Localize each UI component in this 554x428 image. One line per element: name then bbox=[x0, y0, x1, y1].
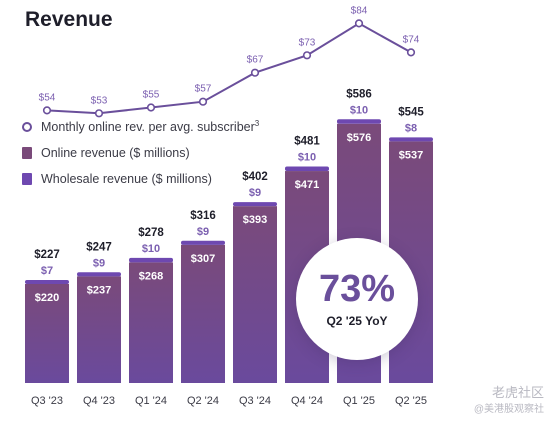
watermark-title: 老虎社区 bbox=[491, 385, 544, 400]
labels-layer: $220 $7 $227 $237 $9 $247 $268 $10 $278 $307 $9 $31… bbox=[34, 88, 424, 304]
online-value-label: $307 bbox=[191, 253, 215, 265]
wholesale-value-label: $10 bbox=[298, 152, 316, 164]
legend-label-subscriber: Monthly online rev. per avg. subscriber3 bbox=[41, 119, 260, 135]
online-value-label: $576 bbox=[347, 132, 371, 144]
subscriber-point bbox=[42, 106, 52, 115]
online-value-label: $268 bbox=[139, 270, 163, 282]
wholesale-value-label: $9 bbox=[249, 187, 261, 199]
wholesale-bar bbox=[181, 240, 225, 245]
x-tick-label: Q3 '23 bbox=[31, 395, 63, 407]
yoy-growth-value: 73% bbox=[318, 268, 396, 310]
x-axis-layer: Q3 '23 Q4 '23 Q1 '24 Q2 '24 Q3 '24 Q4 '24 Q1 '… bbox=[31, 395, 427, 407]
wholesale-bar bbox=[25, 280, 69, 284]
total-value-label: $227 bbox=[34, 249, 60, 261]
subscriber-point bbox=[198, 97, 208, 106]
wholesale-bar bbox=[233, 202, 277, 207]
subscriber-line-layer: $54 $53 $55 $57 $67 $73 $84 $74 bbox=[39, 5, 420, 118]
legend-label-wholesale: Wholesale revenue ($ millions) bbox=[41, 172, 212, 186]
subscriber-value-label: $54 bbox=[39, 92, 56, 103]
total-value-label: $316 bbox=[190, 210, 216, 222]
legend-item-wholesale: Wholesale revenue ($ millions) bbox=[22, 166, 259, 192]
online-value-label: $471 bbox=[295, 179, 319, 191]
online-value-label: $237 bbox=[87, 284, 111, 296]
online-value-label: $393 bbox=[243, 214, 267, 226]
subscriber-value-label: $73 bbox=[299, 37, 316, 48]
wholesale-value-label: $9 bbox=[93, 257, 105, 269]
wholesale-value-label: $8 bbox=[405, 122, 417, 134]
online-bar bbox=[25, 284, 69, 383]
online-bar bbox=[129, 262, 173, 383]
total-value-label: $278 bbox=[138, 227, 164, 239]
total-value-label: $545 bbox=[398, 106, 424, 118]
subscriber-value-label: $53 bbox=[91, 95, 108, 106]
x-tick-label: Q4 '24 bbox=[291, 395, 323, 407]
wholesale-value-label: $10 bbox=[350, 104, 368, 116]
wholesale-bar bbox=[389, 137, 433, 142]
subscriber-line bbox=[46, 22, 412, 115]
online-value-label: $537 bbox=[399, 149, 423, 161]
total-value-label: $247 bbox=[86, 241, 112, 253]
online-bar bbox=[181, 244, 225, 383]
x-tick-label: Q4 '23 bbox=[83, 395, 115, 407]
watermark: 老虎社区 @美港股观察社 bbox=[474, 384, 544, 418]
subscriber-point bbox=[354, 19, 364, 28]
subscriber-value-label: $57 bbox=[195, 84, 212, 95]
wholesale-bar bbox=[129, 257, 173, 263]
yoy-growth-label: Q2 '25 YoY bbox=[326, 314, 388, 328]
line-marker-icon bbox=[22, 122, 32, 132]
subscriber-value-label: $74 bbox=[403, 34, 420, 45]
wholesale-swatch-icon bbox=[22, 173, 32, 185]
subscriber-point bbox=[94, 109, 104, 118]
legend-item-subscriber: Monthly online rev. per avg. subscriber3 bbox=[22, 114, 259, 140]
x-tick-label: Q2 '25 bbox=[395, 395, 427, 407]
total-value-label: $402 bbox=[242, 171, 268, 183]
subscriber-point bbox=[406, 48, 416, 57]
x-tick-label: Q3 '24 bbox=[239, 395, 271, 407]
wholesale-bar bbox=[285, 166, 329, 172]
x-tick-label: Q2 '24 bbox=[187, 395, 219, 407]
online-bar bbox=[77, 276, 121, 383]
online-swatch-icon bbox=[22, 147, 32, 159]
subscriber-value-label: $67 bbox=[247, 55, 264, 66]
subscriber-point bbox=[146, 103, 156, 112]
watermark-handle: @美港股观察社 bbox=[473, 404, 544, 415]
total-value-label: $481 bbox=[294, 136, 320, 148]
x-tick-label: Q1 '24 bbox=[135, 395, 167, 407]
wholesale-bar bbox=[337, 119, 381, 124]
total-value-label: $586 bbox=[346, 88, 372, 100]
x-tick-label: Q1 '25 bbox=[343, 395, 375, 407]
subscriber-value-label: $84 bbox=[351, 5, 368, 16]
yoy-growth-badge: 73% Q2 '25 YoY bbox=[296, 238, 418, 360]
wholesale-bar bbox=[77, 272, 121, 277]
subscriber-value-label: $55 bbox=[143, 90, 160, 101]
subscriber-point bbox=[250, 68, 260, 77]
legend: Monthly online rev. per avg. subscriber3… bbox=[22, 114, 259, 192]
online-bar bbox=[233, 206, 277, 383]
legend-label-online: Online revenue ($ millions) bbox=[41, 146, 190, 160]
page-title: Revenue bbox=[25, 8, 113, 31]
subscriber-point bbox=[302, 51, 312, 60]
online-value-label: $220 bbox=[35, 292, 59, 304]
wholesale-value-label: $7 bbox=[41, 265, 53, 277]
wholesale-value-label: $10 bbox=[142, 243, 160, 255]
legend-item-online: Online revenue ($ millions) bbox=[22, 140, 259, 166]
wholesale-value-label: $9 bbox=[197, 226, 209, 238]
